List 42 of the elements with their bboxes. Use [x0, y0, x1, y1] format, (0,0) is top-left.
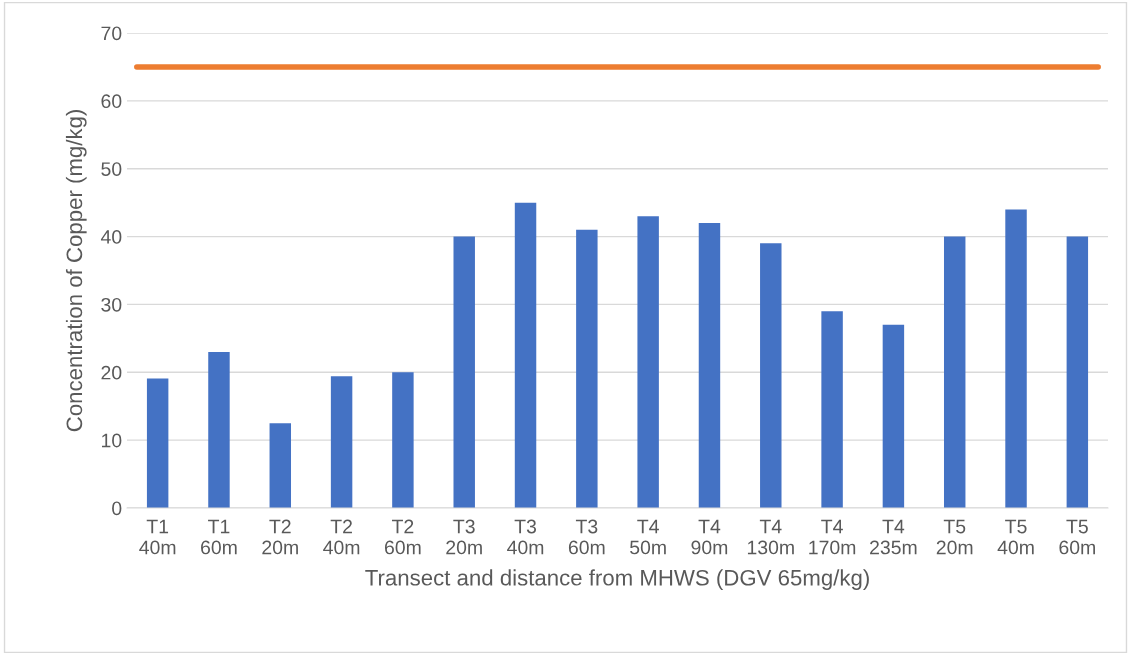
bar [330, 376, 353, 508]
bar [576, 229, 598, 508]
y-tick-label: 70 [101, 26, 122, 41]
bar [698, 223, 721, 508]
x-tick-label: T3 40m [507, 519, 544, 555]
x-tick-label: T4 170m [809, 519, 856, 555]
x-tick-label: T2 40m [323, 519, 360, 555]
x-axis-title: Transect and distance from MHWS (DGV 65mg/kg) [365, 569, 869, 591]
bar [882, 324, 905, 508]
x-tick-label: T1 40m [139, 519, 176, 555]
bar [637, 216, 659, 508]
y-tick-label: 10 [102, 433, 122, 448]
x-tick-label: T4 90m [691, 519, 728, 555]
y-tick-label: 40 [100, 230, 122, 244]
bar [392, 372, 414, 508]
x-tick-label: T5 20m [936, 519, 973, 555]
x-tick-label: T5 60m [1059, 519, 1095, 555]
bar [1005, 209, 1027, 508]
x-tick-label: T4 130m [747, 519, 794, 555]
x-tick-label: T2 20m [262, 519, 298, 555]
bar [760, 243, 782, 508]
y-tick-label: 60 [101, 94, 122, 109]
x-tick-label: T3 20m [446, 519, 482, 555]
x-tick-label: T2 60m [384, 519, 421, 555]
x-tick-label: T4 50m [630, 519, 666, 555]
y-axis-title: Concentration of Copper (mg/kg) [65, 110, 87, 432]
bar [146, 378, 169, 508]
bar [453, 236, 475, 508]
x-tick-label: T4 235m [870, 519, 917, 555]
bar [821, 311, 843, 508]
bar [1066, 236, 1089, 508]
x-tick-label: T1 60m [201, 519, 237, 555]
bar [269, 423, 292, 508]
bar [208, 351, 230, 508]
bar [943, 236, 966, 508]
bar [514, 202, 537, 508]
y-tick-label: 0 [112, 501, 122, 516]
x-tick-label: T5 40m [997, 519, 1034, 555]
y-tick-label: 50 [101, 162, 122, 176]
x-tick-label: T3 60m [568, 519, 605, 555]
y-tick-label: 20 [101, 365, 122, 380]
y-tick-label: 30 [101, 297, 122, 312]
